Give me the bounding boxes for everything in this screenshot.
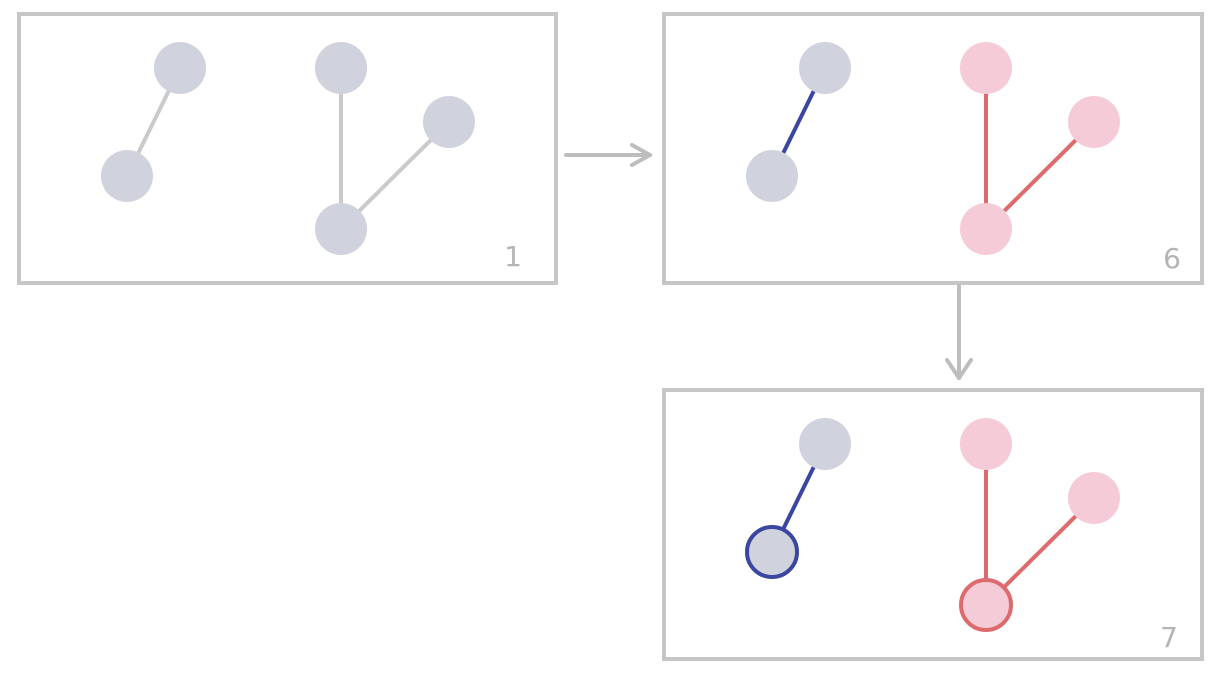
node-a (154, 42, 206, 94)
panel-6-label: 6 (1163, 242, 1181, 275)
node-a (799, 42, 851, 94)
panel-7-label: 7 (1160, 621, 1178, 654)
node-e (423, 96, 475, 148)
node-c (315, 42, 367, 94)
panel-6-graph (746, 42, 1120, 255)
node-d (315, 203, 367, 255)
edge-e-d (1002, 138, 1078, 213)
node-d (960, 203, 1012, 255)
edge-e-d (357, 138, 433, 213)
arrow-head (630, 143, 652, 167)
node-a (799, 418, 851, 470)
node-b (101, 150, 153, 202)
node-c (960, 42, 1012, 94)
arrow-head (945, 358, 973, 380)
panel-7-graph (745, 418, 1120, 632)
arrow-panel-6-to-panel-7 (945, 284, 973, 380)
edge-a-b (136, 89, 171, 155)
arrow-panel-1-to-panel-6 (564, 143, 652, 167)
panel-1-frame (17, 12, 558, 285)
panel-1-graph (101, 42, 475, 255)
edge-e-d (1002, 514, 1078, 589)
edge-a-b (781, 465, 816, 531)
node-d-highlighted (959, 578, 1013, 632)
node-b (746, 150, 798, 202)
node-b-highlighted (745, 525, 799, 579)
node-e (1068, 96, 1120, 148)
edge-a-b (781, 89, 816, 155)
node-e (1068, 472, 1120, 524)
panel-1-label: 1 (504, 240, 522, 273)
node-c (960, 418, 1012, 470)
panel-6-frame (662, 12, 1204, 285)
panel-7-frame (662, 388, 1204, 661)
